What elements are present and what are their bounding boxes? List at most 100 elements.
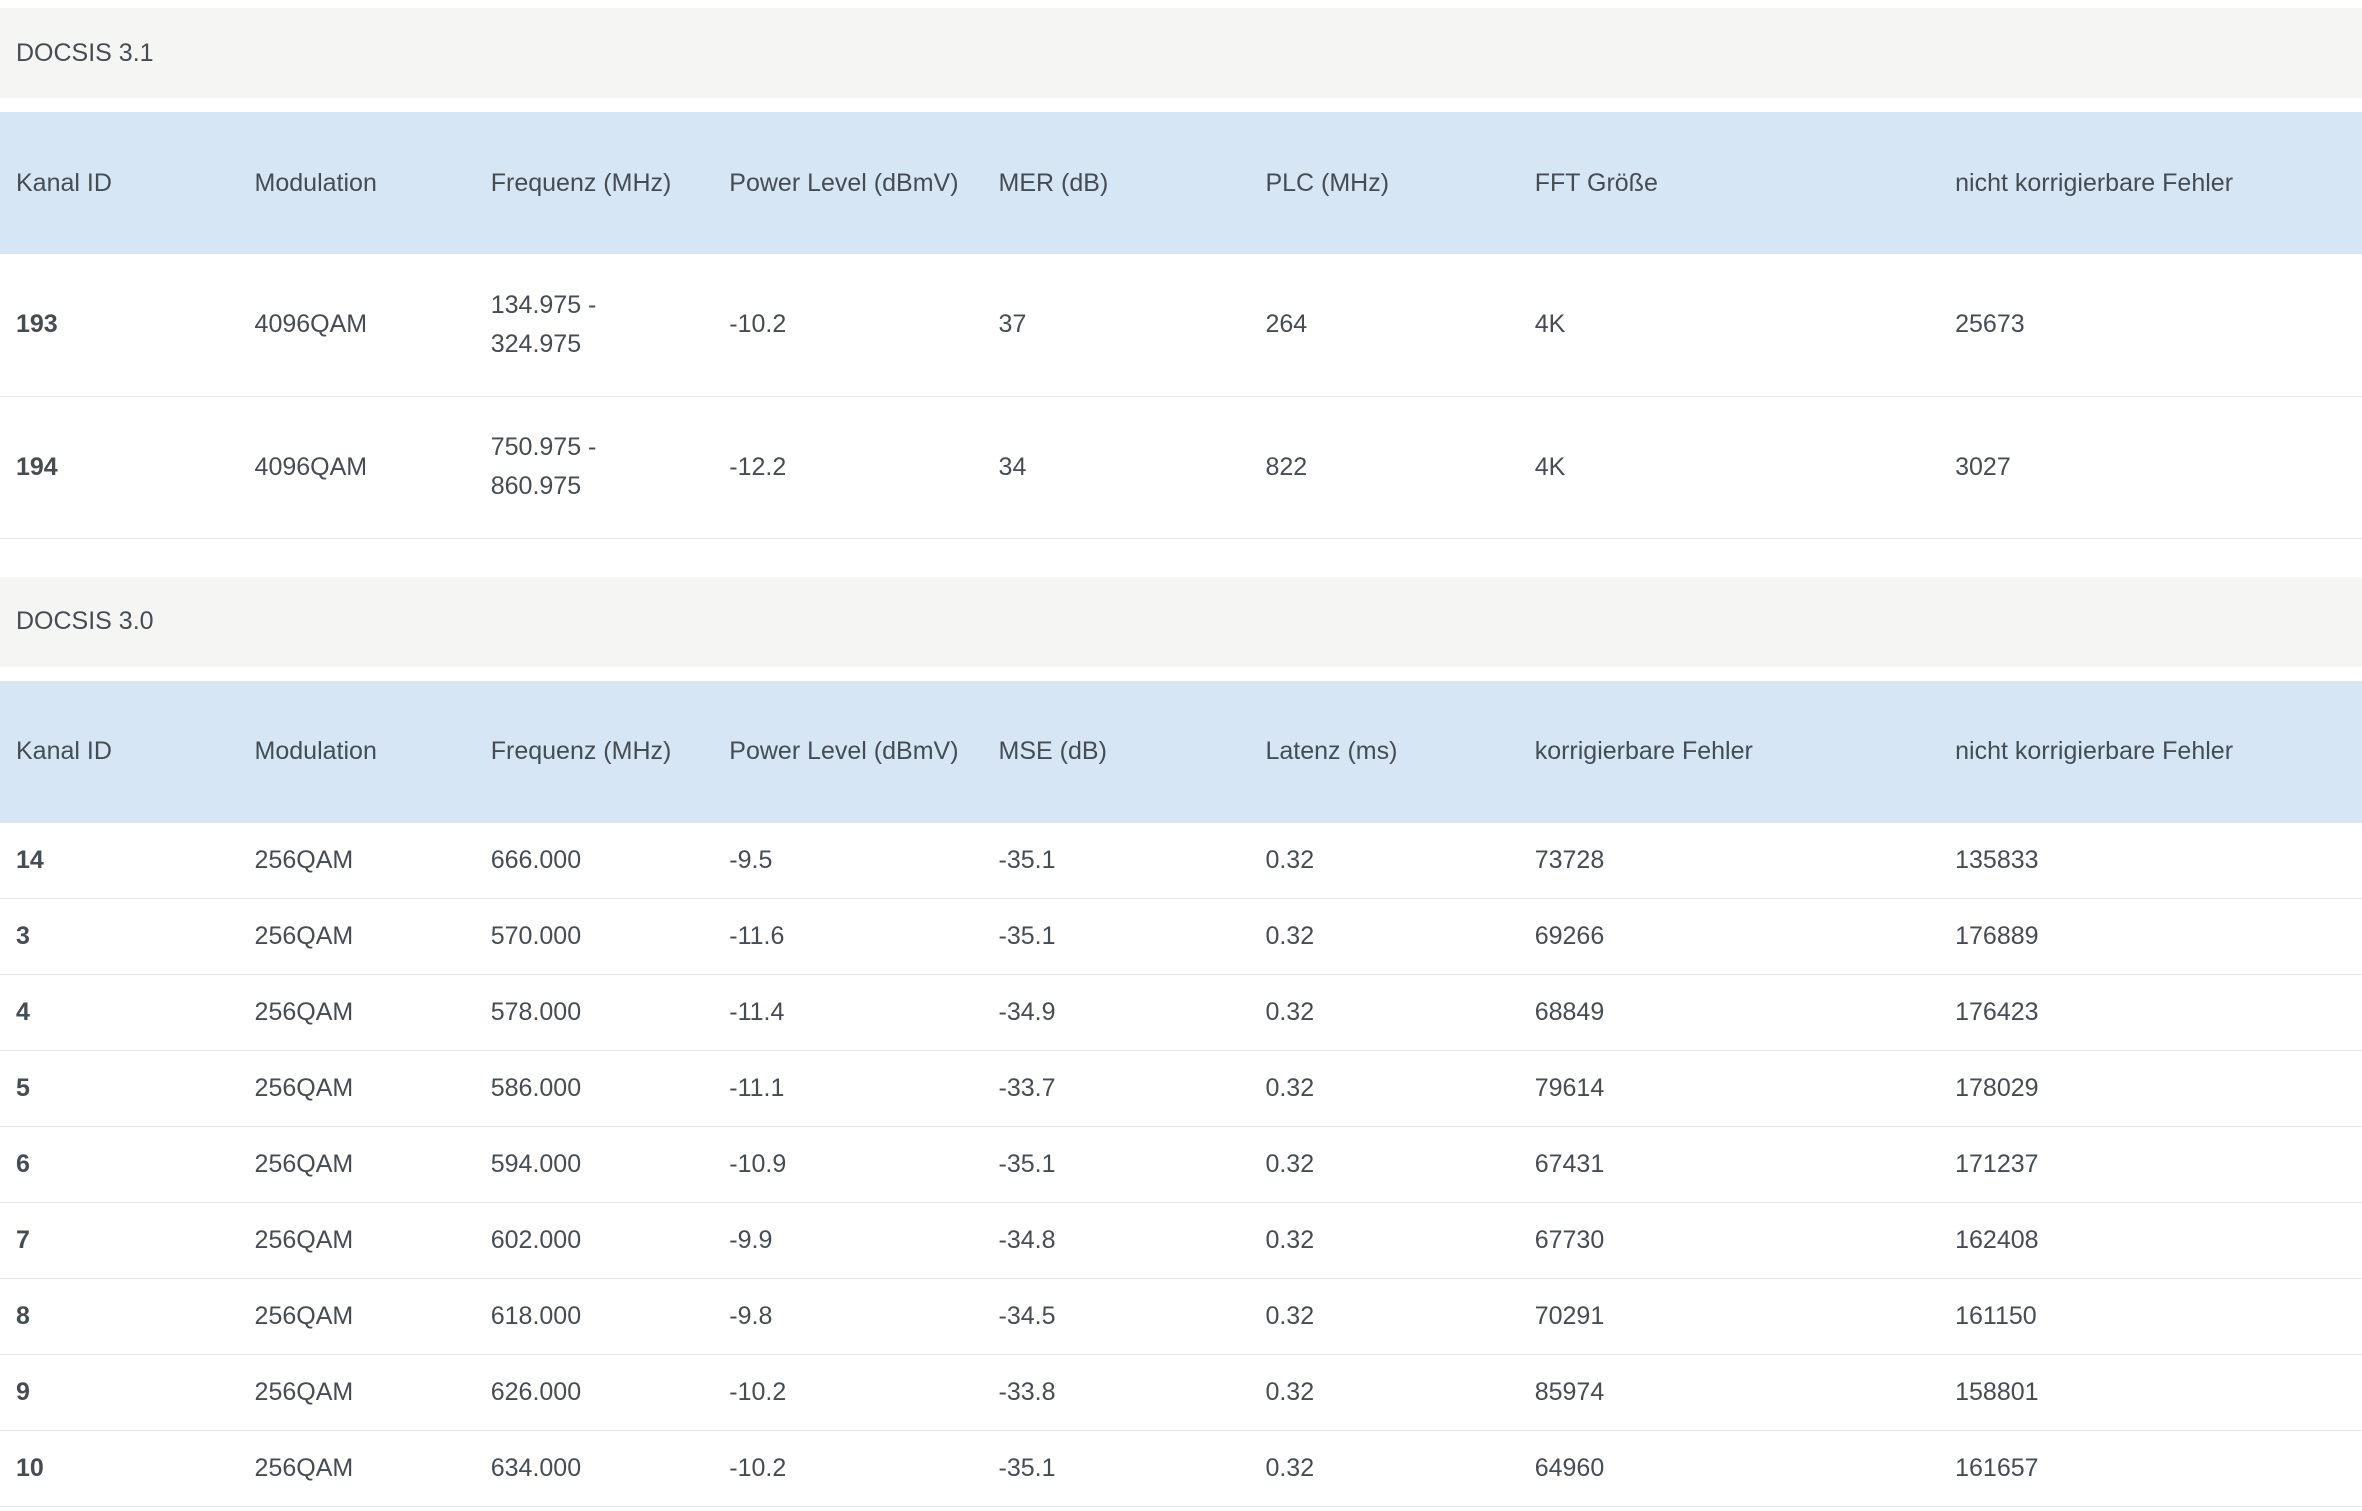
table-cell: 256QAM: [238, 1430, 475, 1507]
table-cell: 67431: [1518, 1126, 1940, 1203]
docsis-section: DOCSIS 3.0 Kanal ID Modulation Frequenz (M…: [0, 576, 2362, 1507]
table-cell: 73728: [1518, 822, 1940, 899]
table-cell: 171237: [1939, 1126, 2362, 1203]
table-row: 7 256QAM 602.000 -9.9 -34.8 0.32 67730 162408: [0, 1202, 2362, 1279]
table-cell: 134.975 - 324.975: [474, 254, 714, 397]
table-cell: -33.7: [982, 1050, 1250, 1127]
table-cell: 750.975 - 860.975: [474, 396, 714, 539]
column-header: nicht korrigierbare Fehler: [1939, 680, 2362, 823]
channel-table: Kanal ID Modulation Frequenz (MHz) Power Le…: [0, 112, 2362, 539]
table-cell: 0.32: [1249, 974, 1519, 1051]
column-header: Frequenz (MHz): [474, 112, 714, 254]
column-header: Kanal ID: [0, 112, 239, 254]
table-cell: 256QAM: [238, 1278, 475, 1355]
table-cell: 578.000: [474, 974, 714, 1051]
table-header-row: Kanal ID Modulation Frequenz (MHz) Power Le…: [0, 680, 2362, 823]
table-row: 3 256QAM 570.000 -11.6 -35.1 0.32 69266 176889: [0, 898, 2362, 975]
column-header: MER (dB): [982, 112, 1250, 254]
column-header: Modulation: [238, 112, 475, 254]
channel-id-cell: 3: [0, 898, 239, 975]
table-cell: 666.000: [474, 822, 714, 899]
table-cell: 0.32: [1249, 898, 1519, 975]
column-header: Power Level (dBmV): [713, 112, 983, 254]
table-cell: 264: [1249, 254, 1519, 397]
table-body: 14 256QAM 666.000 -9.5 -35.1 0.32 73728 135833 3…: [0, 822, 2362, 1507]
table-cell: 4K: [1518, 254, 1940, 397]
table-cell: 64960: [1518, 1430, 1940, 1507]
column-header: MSE (dB): [982, 680, 1250, 823]
channel-id-cell: 8: [0, 1278, 239, 1355]
table-cell: -11.6: [713, 898, 983, 975]
column-header: PLC (MHz): [1249, 112, 1519, 254]
table-cell: 0.32: [1249, 1050, 1519, 1127]
table-cell: -35.1: [982, 898, 1250, 975]
channel-id-cell: 7: [0, 1202, 239, 1279]
table-cell: 634.000: [474, 1430, 714, 1507]
table-row: 6 256QAM 594.000 -10.9 -35.1 0.32 67431 171237: [0, 1126, 2362, 1203]
table-row: 4 256QAM 578.000 -11.4 -34.9 0.32 68849 176423: [0, 974, 2362, 1051]
table-cell: 618.000: [474, 1278, 714, 1355]
table-cell: 0.32: [1249, 1202, 1519, 1279]
table-cell: -34.9: [982, 974, 1250, 1051]
table-cell: 256QAM: [238, 1050, 475, 1127]
table-cell: -34.5: [982, 1278, 1250, 1355]
table-cell: -10.2: [713, 254, 983, 397]
table-cell: -11.4: [713, 974, 983, 1051]
table-header-row: Kanal ID Modulation Frequenz (MHz) Power Le…: [0, 112, 2362, 254]
table-cell: 161150: [1939, 1278, 2362, 1355]
column-header: Frequenz (MHz): [474, 680, 714, 823]
docsis-sections-container: DOCSIS 3.1 Kanal ID Modulation Frequenz (M…: [0, 8, 2362, 1507]
table-row: 193 4096QAM 134.975 - 324.975 -10.2 37 264 4K 2…: [0, 254, 2362, 397]
table-cell: -35.1: [982, 1126, 1250, 1203]
table-cell: 70291: [1518, 1278, 1940, 1355]
table-cell: 0.32: [1249, 1126, 1519, 1203]
docsis-section: DOCSIS 3.1 Kanal ID Modulation Frequenz (M…: [0, 8, 2362, 539]
channel-id-cell: 9: [0, 1354, 239, 1431]
table-row: 10 256QAM 634.000 -10.2 -35.1 0.32 64960 161657: [0, 1430, 2362, 1507]
section-title: DOCSIS 3.1: [0, 8, 2362, 98]
table-cell: 0.32: [1249, 822, 1519, 899]
table-cell: 4K: [1518, 396, 1940, 539]
table-cell: 158801: [1939, 1354, 2362, 1431]
table-cell: 256QAM: [238, 898, 475, 975]
table-row: 14 256QAM 666.000 -9.5 -35.1 0.32 73728 135833: [0, 822, 2362, 899]
table-cell: 25673: [1939, 254, 2362, 397]
table-cell: -35.1: [982, 1430, 1250, 1507]
table-cell: 626.000: [474, 1354, 714, 1431]
table-cell: 162408: [1939, 1202, 2362, 1279]
table-cell: 69266: [1518, 898, 1940, 975]
table-cell: 0.32: [1249, 1430, 1519, 1507]
channel-id-cell: 5: [0, 1050, 239, 1127]
table-cell: 176889: [1939, 898, 2362, 975]
table-cell: -34.8: [982, 1202, 1250, 1279]
table-cell: 4096QAM: [238, 254, 475, 397]
column-header: Latenz (ms): [1249, 680, 1519, 823]
table-row: 194 4096QAM 750.975 - 860.975 -12.2 34 822 4K 3…: [0, 396, 2362, 539]
table-cell: 176423: [1939, 974, 2362, 1051]
table-cell: 67730: [1518, 1202, 1940, 1279]
column-header: nicht korrigierbare Fehler: [1939, 112, 2362, 254]
column-header: Modulation: [238, 680, 475, 823]
column-header: FFT Größe: [1518, 112, 1940, 254]
section-title: DOCSIS 3.0: [0, 576, 2362, 667]
table-cell: 79614: [1518, 1050, 1940, 1127]
table-cell: 37: [982, 254, 1250, 397]
table-cell: 256QAM: [238, 1126, 475, 1203]
channel-table: Kanal ID Modulation Frequenz (MHz) Power Le…: [0, 680, 2362, 1507]
table-cell: 3027: [1939, 396, 2362, 539]
table-row: 8 256QAM 618.000 -9.8 -34.5 0.32 70291 161150: [0, 1278, 2362, 1355]
table-cell: 0.32: [1249, 1354, 1519, 1431]
table-cell: 85974: [1518, 1354, 1940, 1431]
table-cell: -9.9: [713, 1202, 983, 1279]
table-cell: -10.2: [713, 1430, 983, 1507]
table-cell: -11.1: [713, 1050, 983, 1127]
table-cell: 586.000: [474, 1050, 714, 1127]
table-cell: 256QAM: [238, 974, 475, 1051]
table-cell: -10.9: [713, 1126, 983, 1203]
channel-id-cell: 193: [0, 254, 239, 397]
table-cell: 0.32: [1249, 1278, 1519, 1355]
table-cell: -33.8: [982, 1354, 1250, 1431]
table-cell: 602.000: [474, 1202, 714, 1279]
channel-id-cell: 14: [0, 822, 239, 899]
